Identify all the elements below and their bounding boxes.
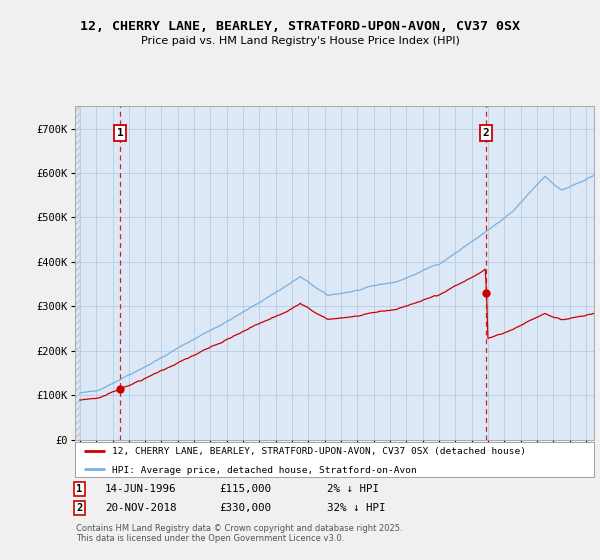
Text: 14-JUN-1996: 14-JUN-1996 bbox=[105, 484, 176, 494]
Text: Contains HM Land Registry data © Crown copyright and database right 2025.
This d: Contains HM Land Registry data © Crown c… bbox=[76, 524, 403, 543]
Bar bbox=[75, 106, 80, 440]
Text: £330,000: £330,000 bbox=[219, 503, 271, 513]
Text: 2% ↓ HPI: 2% ↓ HPI bbox=[327, 484, 379, 494]
Text: 12, CHERRY LANE, BEARLEY, STRATFORD-UPON-AVON, CV37 0SX: 12, CHERRY LANE, BEARLEY, STRATFORD-UPON… bbox=[80, 20, 520, 32]
Text: 2: 2 bbox=[483, 128, 490, 138]
Text: HPI: Average price, detached house, Stratford-on-Avon: HPI: Average price, detached house, Stra… bbox=[112, 466, 417, 475]
Text: Price paid vs. HM Land Registry's House Price Index (HPI): Price paid vs. HM Land Registry's House … bbox=[140, 36, 460, 46]
Text: 32% ↓ HPI: 32% ↓ HPI bbox=[327, 503, 386, 513]
Text: 1: 1 bbox=[116, 128, 124, 138]
Text: 2: 2 bbox=[76, 503, 82, 513]
Text: 12, CHERRY LANE, BEARLEY, STRATFORD-UPON-AVON, CV37 0SX (detached house): 12, CHERRY LANE, BEARLEY, STRATFORD-UPON… bbox=[112, 447, 526, 456]
Text: 20-NOV-2018: 20-NOV-2018 bbox=[105, 503, 176, 513]
Bar bbox=[75, 106, 80, 440]
Text: £115,000: £115,000 bbox=[219, 484, 271, 494]
Text: 1: 1 bbox=[76, 484, 82, 494]
